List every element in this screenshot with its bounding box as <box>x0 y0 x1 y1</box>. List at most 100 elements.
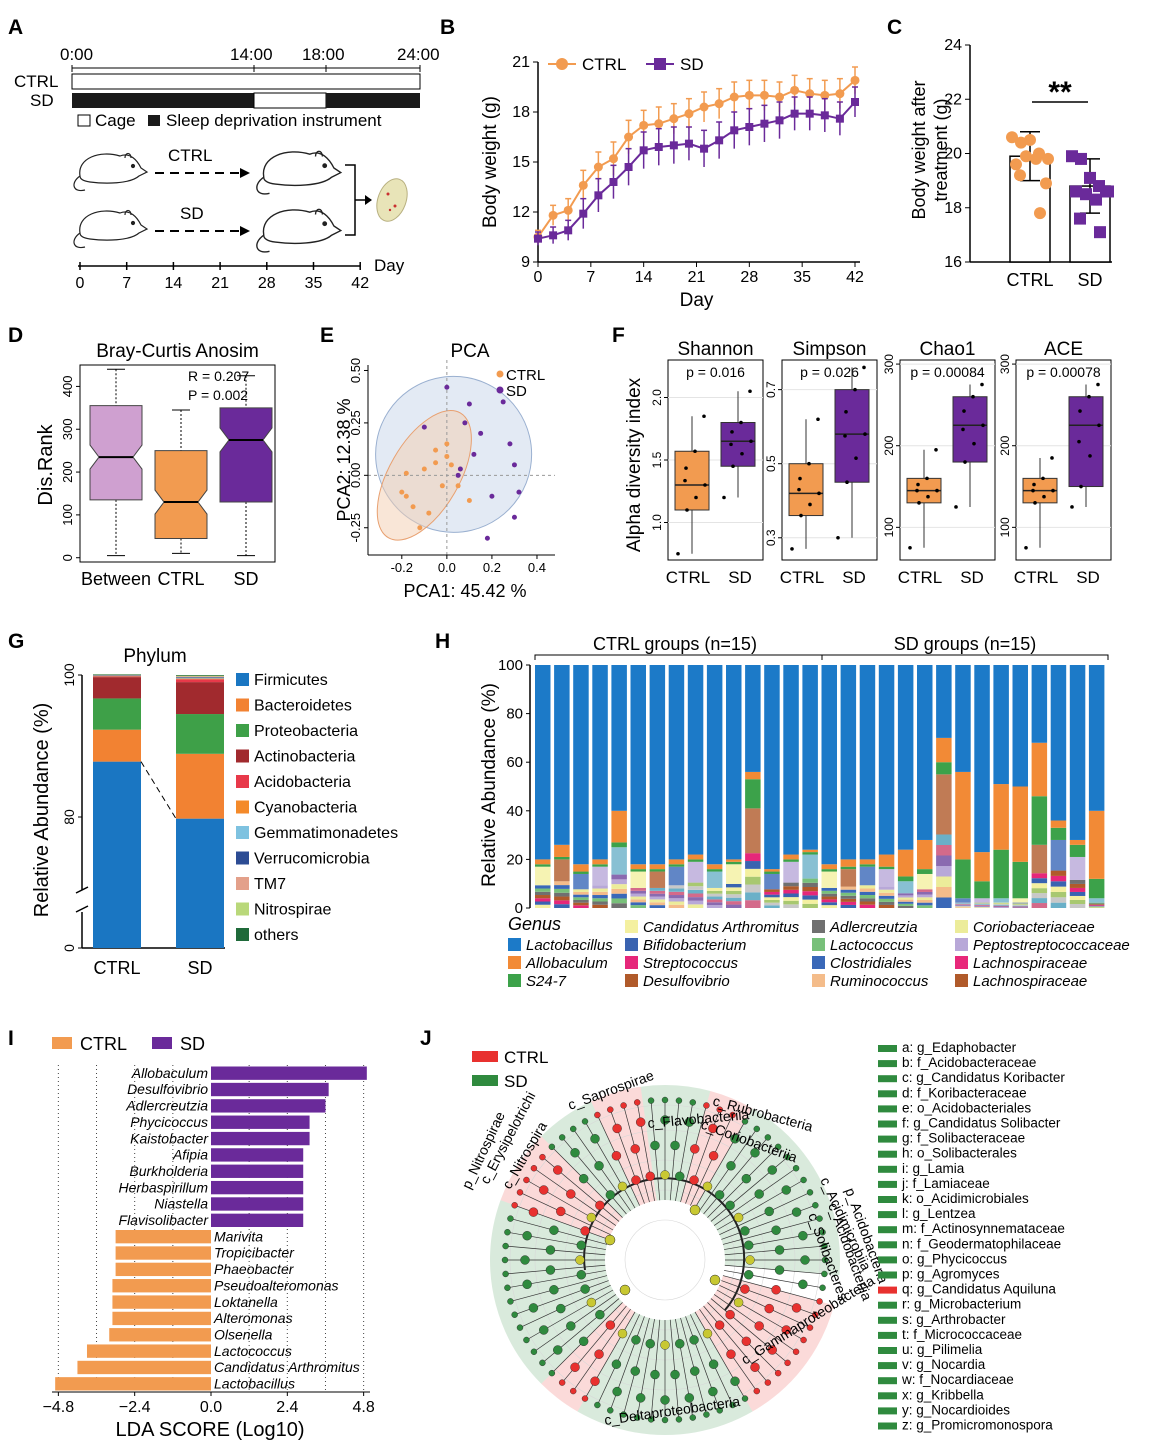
cladogram-node <box>821 1270 828 1278</box>
x-axis-title: Day <box>680 290 714 311</box>
point-sd <box>462 420 468 426</box>
x-tick-label: 35 <box>793 269 811 286</box>
segment-allobaculum <box>840 859 857 867</box>
sd-bar-cage <box>253 92 327 109</box>
cladogram-node <box>675 1416 683 1423</box>
genus-legend-label: Lachnospiraceae <box>973 955 1087 972</box>
data-point <box>693 449 697 454</box>
lda-bar <box>211 1082 329 1097</box>
key-swatch <box>878 1226 897 1234</box>
panel-f-alpha-diversity: Alpha diversity index Shannon 1.0 1.5 2.0 p =… <box>624 339 1112 587</box>
key-swatch <box>878 1105 897 1113</box>
minor-genus-segment <box>668 901 685 905</box>
segment-s24-7 <box>1050 827 1067 840</box>
cladogram-node <box>675 1097 683 1104</box>
segment-allobaculum <box>726 859 742 862</box>
cladogram-node <box>798 1279 808 1290</box>
cladogram-node <box>730 1134 740 1144</box>
genus-legend-swatch <box>508 974 521 987</box>
point-sd <box>511 514 517 520</box>
minor-genus-segment <box>535 866 551 886</box>
minor-genus-segment <box>1012 903 1028 905</box>
genus-legend-swatch <box>508 938 521 951</box>
minor-genus-segment <box>974 902 990 904</box>
minor-genus-segment <box>592 866 608 886</box>
minor-genus-segment <box>802 854 818 879</box>
cladogram-branch <box>690 1314 733 1406</box>
data-point-sd <box>654 143 663 151</box>
key-swatch <box>878 1090 897 1098</box>
cladogram-node <box>750 1148 760 1158</box>
segment-allobaculum <box>1050 820 1067 828</box>
segment-allobaculum <box>592 859 608 865</box>
x-tick-label: SD <box>233 569 258 589</box>
cladogram-node <box>611 1151 622 1161</box>
legend-label-proteobacteria: Proteobacteria <box>254 723 358 740</box>
segment-s24-7 <box>955 859 971 899</box>
cladogram-node <box>661 1416 669 1424</box>
minor-genus-segment <box>783 893 799 898</box>
data-point <box>722 495 726 500</box>
taxon-label: Pseudoalteromonas <box>214 1277 339 1293</box>
lda-bar <box>115 1262 211 1277</box>
data-point <box>1078 409 1082 413</box>
cladogram-node <box>595 1309 605 1320</box>
key-label: s: g_Arthrobacter <box>902 1312 1006 1327</box>
genus-legend-label: Lactobacillus <box>526 937 613 954</box>
minor-genus-segment <box>706 871 723 888</box>
legend-label-firmicutes: Firmicutes <box>254 672 328 689</box>
minor-genus-segment <box>630 896 646 900</box>
box-sd <box>952 396 988 463</box>
point-ctrl <box>1020 150 1032 163</box>
minor-genus-segment <box>611 898 627 904</box>
minor-genus-segment <box>802 895 818 900</box>
lda-bar <box>211 1099 326 1113</box>
cladogram-node <box>812 1202 819 1209</box>
minor-genus-segment <box>687 897 704 901</box>
cladogram-node <box>594 1401 601 1409</box>
key-label: r: g_Microbacterium <box>902 1297 1021 1312</box>
minor-genus-segment <box>592 904 608 908</box>
legend-ctrl-swatch <box>52 1037 72 1049</box>
key-label: h: o_Solibacterales <box>902 1146 1017 1161</box>
panel-i-lda-bar: CTRL SD −4.8 −2.4 0.0 2.4 4.8 LDA SCORE (Log10)… <box>43 1034 375 1441</box>
minor-genus-segment <box>1012 902 1028 904</box>
segment-lactobacillus <box>783 665 799 855</box>
minor-genus-segment <box>897 893 914 896</box>
point-ctrl <box>433 460 439 466</box>
cladogram-node <box>816 1298 823 1305</box>
minor-genus-segment <box>917 889 933 892</box>
cladogram-node <box>553 1345 563 1355</box>
minor-genus-segment <box>955 903 971 905</box>
data-point <box>1079 484 1083 489</box>
cladogram-branch <box>510 1218 608 1245</box>
panel-b-body-weight-chart: 9 12 15 18 21 0 7 14 21 28 35 42 Day Body weight (g) C… <box>480 54 864 311</box>
segment-s24-7 <box>840 866 857 870</box>
cladogram-node <box>578 1336 589 1347</box>
cladogram-node <box>631 1175 641 1185</box>
legend-sd-swatch <box>472 1075 498 1086</box>
cladogram-node <box>733 1212 744 1223</box>
legend-label-bacteroidetes: Bacteroidetes <box>254 698 352 715</box>
x-tick-label: CTRL <box>1006 270 1053 290</box>
minor-genus-segment <box>955 906 971 908</box>
cladogram-branch <box>533 1167 617 1226</box>
segment-s24-7 <box>783 859 799 862</box>
x-tick-label: SD <box>728 568 752 587</box>
segment-lactobacillus <box>668 665 685 860</box>
segment-allobaculum <box>706 864 723 870</box>
cladogram-node <box>741 1118 749 1125</box>
segment-bacteroidetes <box>93 729 141 762</box>
data-point <box>749 439 753 444</box>
cladogram-branch <box>597 1114 640 1206</box>
minor-genus-segment <box>1012 907 1028 908</box>
point-sd <box>1100 185 1112 198</box>
minor-genus-segment <box>1069 895 1086 900</box>
segment-lactobacillus <box>821 665 837 865</box>
y-tick-label: 200 <box>882 435 896 455</box>
y-axis-title: PCA2: 12.38 % <box>334 398 354 521</box>
minor-genus-segment <box>821 887 837 891</box>
lda-bar <box>112 1295 211 1309</box>
genus-legend-swatch <box>812 956 825 969</box>
day-tick-label: 14 <box>165 275 183 292</box>
